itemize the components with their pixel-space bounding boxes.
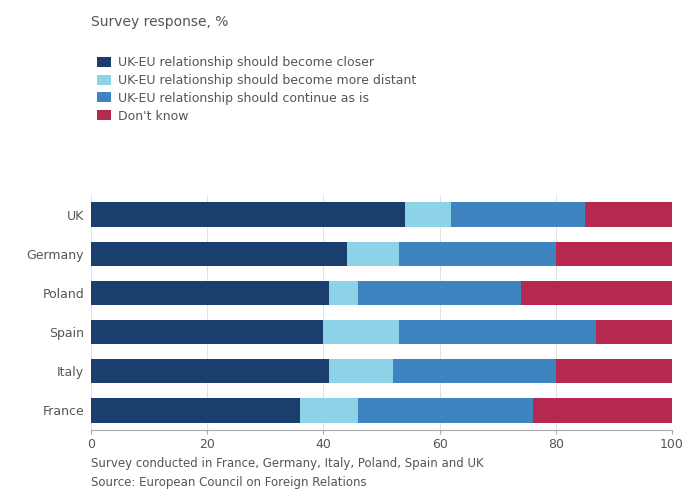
Bar <box>91 281 329 305</box>
Bar <box>91 242 346 266</box>
Text: Source: European Council on Foreign Relations: Source: European Council on Foreign Rela… <box>91 476 367 489</box>
Bar <box>452 202 585 226</box>
Bar <box>399 242 556 266</box>
Bar <box>596 320 672 344</box>
Bar <box>91 398 300 422</box>
Bar <box>300 398 358 422</box>
Bar <box>556 242 672 266</box>
Bar <box>358 398 533 422</box>
Bar <box>329 359 393 384</box>
Bar <box>393 359 556 384</box>
Bar <box>533 398 672 422</box>
Text: Survey conducted in France, Germany, Italy, Poland, Spain and UK: Survey conducted in France, Germany, Ita… <box>91 458 484 470</box>
Bar <box>91 359 329 384</box>
Bar <box>91 320 323 344</box>
Bar <box>346 242 399 266</box>
Legend: UK-EU relationship should become closer, UK-EU relationship should become more d: UK-EU relationship should become closer,… <box>97 56 416 122</box>
Bar <box>585 202 672 226</box>
Bar <box>358 281 521 305</box>
Bar <box>91 202 405 226</box>
Text: Survey response, %: Survey response, % <box>91 15 228 29</box>
Bar <box>399 320 596 344</box>
Bar <box>405 202 452 226</box>
Bar <box>521 281 672 305</box>
Bar <box>556 359 672 384</box>
Bar <box>329 281 358 305</box>
Bar <box>323 320 399 344</box>
